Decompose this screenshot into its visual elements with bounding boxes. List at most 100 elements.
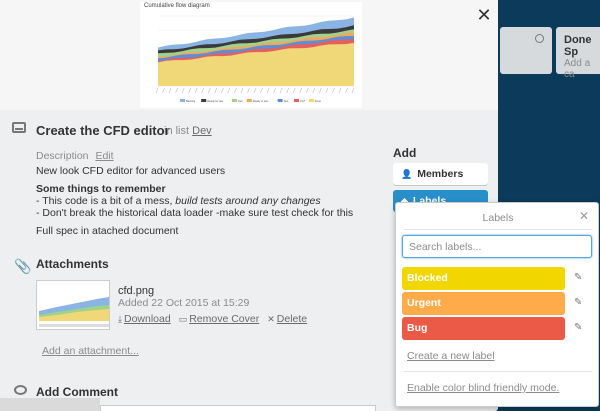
monitor-icon: ▭ (178, 314, 188, 324)
delete-link[interactable]: Delete (276, 313, 308, 325)
card-detail-modal: Cumulative flow diagram Backlog Ready for… (0, 0, 498, 411)
x-tick (240, 87, 244, 94)
legend-swatch (201, 99, 207, 102)
popover-title: Labels (482, 212, 514, 224)
x-tick (168, 87, 172, 94)
person-icon: 👤 (401, 169, 413, 179)
color-blind-mode-link[interactable]: Enable color blind friendly mode. (407, 382, 560, 394)
cumulative-flow-chart: Backlog Ready for dev Dev Ready to test Test… (155, 15, 355, 103)
list-title-done: Done Sp (564, 34, 592, 58)
comment-icon (14, 385, 27, 395)
x-tick (266, 87, 270, 94)
x-tick (155, 87, 159, 94)
legend-label: Ready for dev (207, 99, 224, 103)
legend-swatch (232, 99, 237, 102)
x-tick (351, 87, 355, 94)
attachment-added-date: Added 22 Oct 2015 at 15:29 (118, 297, 250, 309)
x-tick (325, 87, 329, 94)
x-tick (332, 87, 335, 94)
legend-label: Done (315, 99, 322, 103)
in-list-info: in list Dev (164, 125, 212, 137)
pencil-icon[interactable]: ✎ (574, 272, 583, 283)
x-tick (181, 87, 185, 94)
x-tick (221, 87, 224, 94)
x-tick (305, 87, 309, 94)
add-card-link[interactable]: Add a ca (564, 58, 591, 80)
members-button[interactable]: 👤 Members (393, 163, 488, 185)
remove-cover-action[interactable]: ▭ Remove Cover (179, 313, 260, 325)
x-tick (234, 87, 237, 94)
x-tick (253, 87, 257, 94)
board-list (500, 27, 552, 74)
x-tick (299, 87, 303, 94)
close-icon[interactable]: ✕ (579, 209, 590, 223)
remove-cover-link[interactable]: Remove Cover (189, 313, 260, 325)
bullet-1-text: - This code is a bit of a mess, (36, 195, 176, 207)
x-tick (319, 87, 322, 94)
legend-label: Backlog (186, 99, 196, 103)
add-attachment-link[interactable]: Add an attachment... (42, 345, 139, 357)
add-heading: Add (393, 146, 417, 160)
description-text: New look CFD editor for advanced users (36, 165, 226, 177)
legend-swatch (180, 99, 185, 102)
description-bullet-1: - This code is a bit of a mess, build te… (36, 195, 321, 207)
list-menu-icon[interactable] (535, 34, 544, 43)
attachment-file-name[interactable]: cfd.png (118, 285, 155, 297)
x-tick (286, 87, 289, 94)
attachment-actions: ⤓ Download ▭ Remove Cover ✕ Delete (118, 313, 307, 325)
label-urgent[interactable]: Urgent (402, 292, 565, 315)
x-tick (279, 87, 283, 94)
board-list-done (556, 27, 600, 74)
comment-input[interactable] (100, 405, 376, 411)
paperclip-icon: 📎 (14, 258, 32, 274)
create-label-link[interactable]: Create a new label (407, 350, 495, 362)
x-tick (162, 87, 165, 94)
card-icon (12, 122, 26, 133)
legend-label: Test (284, 99, 289, 103)
description-bullet-2: - Don't break the historical data loader… (36, 207, 354, 219)
x-tick (338, 87, 342, 94)
pencil-icon[interactable]: ✎ (574, 322, 583, 333)
card-title[interactable]: Create the CFD editor (36, 123, 170, 138)
delete-action[interactable]: ✕ Delete (267, 313, 307, 325)
chart-title: Cumulative flow diagram (144, 3, 210, 9)
series-area-done (158, 42, 354, 86)
card-cover: Cumulative flow diagram Backlog Ready for… (0, 0, 498, 110)
legend-swatch (308, 99, 314, 102)
x-tick (227, 87, 231, 94)
pencil-icon[interactable]: ✎ (574, 297, 583, 308)
description-label: Description Edit (36, 150, 114, 162)
search-labels-input[interactable] (402, 235, 592, 258)
attachment-thumbnail[interactable] (36, 280, 110, 330)
x-tick (207, 87, 211, 94)
add-comment-heading: Add Comment (36, 385, 118, 399)
description-remember-heading: Some things to remember (36, 183, 166, 195)
list-name-link[interactable]: Dev (192, 125, 212, 137)
download-action[interactable]: ⤓ Download (118, 313, 171, 325)
cover-chart: Cumulative flow diagram Backlog Ready for… (140, 2, 362, 108)
x-tick (201, 87, 205, 94)
x-tick (312, 87, 316, 94)
x-tick (194, 87, 198, 94)
tag-icon: ◆ (401, 196, 408, 206)
download-link[interactable]: Download (123, 313, 171, 325)
x-tick (188, 87, 191, 94)
scrollbar-area[interactable] (0, 398, 100, 411)
legend-swatch (294, 99, 299, 102)
label-blocked[interactable]: Blocked (402, 267, 565, 290)
attachments-heading: Attachments (36, 257, 109, 271)
download-icon: ⤓ (118, 314, 122, 324)
legend-swatch (246, 99, 252, 102)
label-bug[interactable]: Bug (402, 317, 565, 340)
x-tick (292, 87, 296, 94)
legend-label: Ready to test (253, 99, 269, 103)
divider (404, 371, 592, 372)
labels-popover: Labels ✕ Blocked ✎ Urgent ✎ Bug ✎ Create… (395, 202, 599, 407)
delete-icon: ✕ (267, 314, 275, 324)
legend-swatch (277, 99, 283, 102)
close-icon[interactable]: ✕ (476, 5, 492, 25)
edit-description-link[interactable]: Edit (95, 150, 114, 162)
legend-label: UAT (300, 99, 305, 103)
bullet-1-italic: build tests around any changes (175, 195, 321, 207)
divider (404, 229, 592, 230)
